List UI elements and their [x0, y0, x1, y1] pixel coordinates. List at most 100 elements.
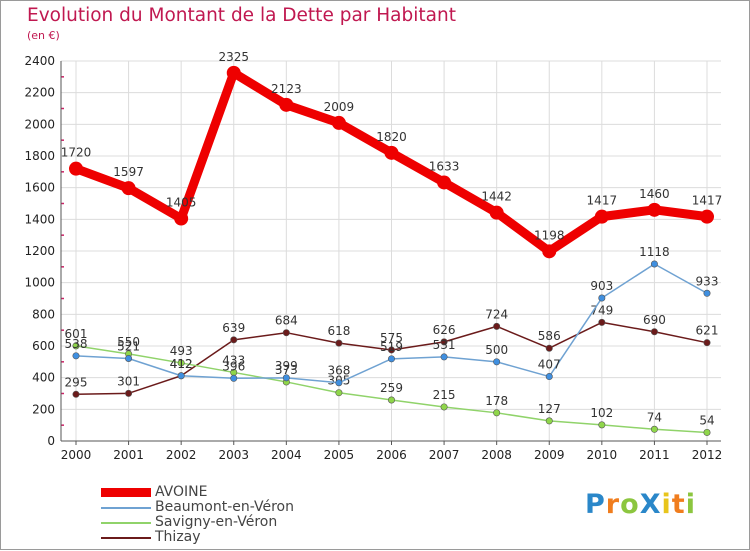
- x-tick-label: 2011: [639, 448, 670, 462]
- data-label-avoine: 1820: [376, 130, 407, 144]
- data-label-avoine: 1405: [166, 196, 197, 210]
- data-point-thizay: [545, 344, 553, 352]
- legend-swatch: [101, 522, 151, 524]
- data-label-beaumont-en-veron: 500: [485, 343, 508, 357]
- data-label-thizay: 618: [327, 324, 350, 338]
- data-point-thizay: [493, 322, 501, 330]
- y-tick-label: 2000: [24, 117, 55, 131]
- data-label-avoine: 2325: [218, 50, 249, 64]
- data-point-avoine: [331, 115, 346, 130]
- legend-swatch: [101, 488, 151, 497]
- x-tick-label: 2002: [166, 448, 197, 462]
- legend-label: Beaumont-en-Véron: [155, 499, 294, 515]
- data-point-thizay: [650, 328, 658, 336]
- logo-letter: r: [605, 489, 621, 520]
- data-point-savigny-en-veron: [650, 425, 658, 433]
- data-point-avoine: [279, 97, 294, 112]
- data-label-savigny-en-veron: 550: [117, 335, 140, 349]
- data-point-thizay: [598, 318, 606, 326]
- data-point-thizay: [125, 389, 133, 397]
- y-tick-label: 2400: [24, 54, 55, 68]
- x-tick-label: 2000: [61, 448, 92, 462]
- data-label-beaumont-en-veron: 531: [433, 338, 456, 352]
- x-tick-label: 2005: [324, 448, 355, 462]
- data-point-savigny-en-veron: [545, 417, 553, 425]
- y-tick-label: 1400: [24, 212, 55, 226]
- y-tick-label: 1000: [24, 276, 55, 290]
- data-point-savigny-en-veron: [598, 421, 606, 429]
- data-label-thizay: 639: [222, 321, 245, 335]
- data-label-thizay: 626: [433, 323, 456, 337]
- proxiti-logo: ProXiti: [585, 489, 696, 520]
- data-label-beaumont-en-veron: 407: [538, 358, 561, 372]
- chart-subtitle: (en €): [27, 29, 60, 42]
- data-label-avoine: 1460: [639, 187, 670, 201]
- data-label-savigny-en-veron: 373: [275, 363, 298, 377]
- data-point-savigny-en-veron: [703, 428, 711, 436]
- data-point-savigny-en-veron: [440, 403, 448, 411]
- data-point-thizay: [230, 336, 238, 344]
- data-label-thizay: 301: [117, 374, 140, 388]
- legend-label: AVOINE: [155, 484, 208, 500]
- data-point-beaumont-en-veron: [650, 260, 658, 268]
- logo-letter: i: [685, 489, 696, 520]
- logo-letter: o: [620, 489, 640, 520]
- data-label-beaumont-en-veron: 396: [222, 359, 245, 373]
- data-label-thizay: 586: [538, 329, 561, 343]
- data-label-savigny-en-veron: 74: [647, 410, 662, 424]
- data-label-beaumont-en-veron: 1118: [639, 245, 670, 259]
- x-tick-label: 2004: [271, 448, 302, 462]
- data-label-thizay: 684: [275, 314, 298, 328]
- data-label-beaumont-en-veron: 933: [696, 274, 719, 288]
- data-label-avoine: 1633: [429, 159, 460, 173]
- data-point-avoine: [69, 161, 83, 176]
- data-point-avoine: [226, 65, 241, 80]
- y-tick-label: 1800: [24, 149, 55, 163]
- data-label-savigny-en-veron: 178: [485, 394, 508, 408]
- y-tick-label: 1200: [24, 244, 55, 258]
- data-point-savigny-en-veron: [387, 396, 395, 404]
- y-tick-label: 2200: [24, 86, 55, 100]
- y-tick-label: 800: [32, 307, 55, 321]
- data-point-thizay: [440, 338, 448, 346]
- y-tick-label: 200: [32, 402, 55, 416]
- x-tick-label: 2008: [481, 448, 512, 462]
- data-point-beaumont-en-veron: [493, 358, 501, 366]
- data-label-avoine: 1417: [587, 194, 618, 208]
- data-label-thizay: 690: [643, 313, 666, 327]
- data-point-beaumont-en-veron: [387, 355, 395, 363]
- x-tick-label: 2006: [376, 448, 407, 462]
- data-point-avoine: [542, 244, 557, 259]
- data-label-savigny-en-veron: 127: [538, 402, 561, 416]
- chart-title: Evolution du Montant de la Dette par Hab…: [27, 5, 456, 26]
- data-label-beaumont-en-veron: 412: [170, 357, 193, 371]
- data-point-beaumont-en-veron: [177, 372, 185, 380]
- data-point-beaumont-en-veron: [598, 294, 606, 302]
- data-label-avoine: 1417: [692, 194, 723, 208]
- data-label-beaumont-en-veron: 368: [327, 364, 350, 378]
- logo-letter: t: [671, 489, 686, 520]
- data-point-beaumont-en-veron: [440, 353, 448, 361]
- logo-letter: P: [585, 489, 606, 520]
- legend-swatch: [101, 537, 151, 539]
- x-tick-label: 2009: [534, 448, 565, 462]
- data-label-savigny-en-veron: 215: [433, 388, 456, 402]
- y-tick-label: 1600: [24, 181, 55, 195]
- data-point-thizay: [72, 390, 80, 398]
- y-tick-label: 0: [47, 434, 55, 448]
- data-label-beaumont-en-veron: 538: [65, 337, 88, 351]
- data-point-avoine: [384, 145, 399, 160]
- data-point-savigny-en-veron: [72, 342, 80, 350]
- x-tick-label: 2001: [113, 448, 144, 462]
- data-label-savigny-en-veron: 54: [699, 413, 714, 427]
- data-point-beaumont-en-veron: [282, 374, 290, 382]
- data-point-beaumont-en-veron: [335, 379, 343, 387]
- data-label-beaumont-en-veron: 399: [275, 359, 298, 373]
- legend-label: Savigny-en-Véron: [155, 514, 278, 530]
- data-point-beaumont-en-veron: [703, 289, 711, 297]
- data-point-avoine: [174, 211, 189, 226]
- x-tick-label: 2010: [587, 448, 618, 462]
- legend-label: Thizay: [155, 529, 201, 545]
- data-point-avoine: [489, 205, 504, 220]
